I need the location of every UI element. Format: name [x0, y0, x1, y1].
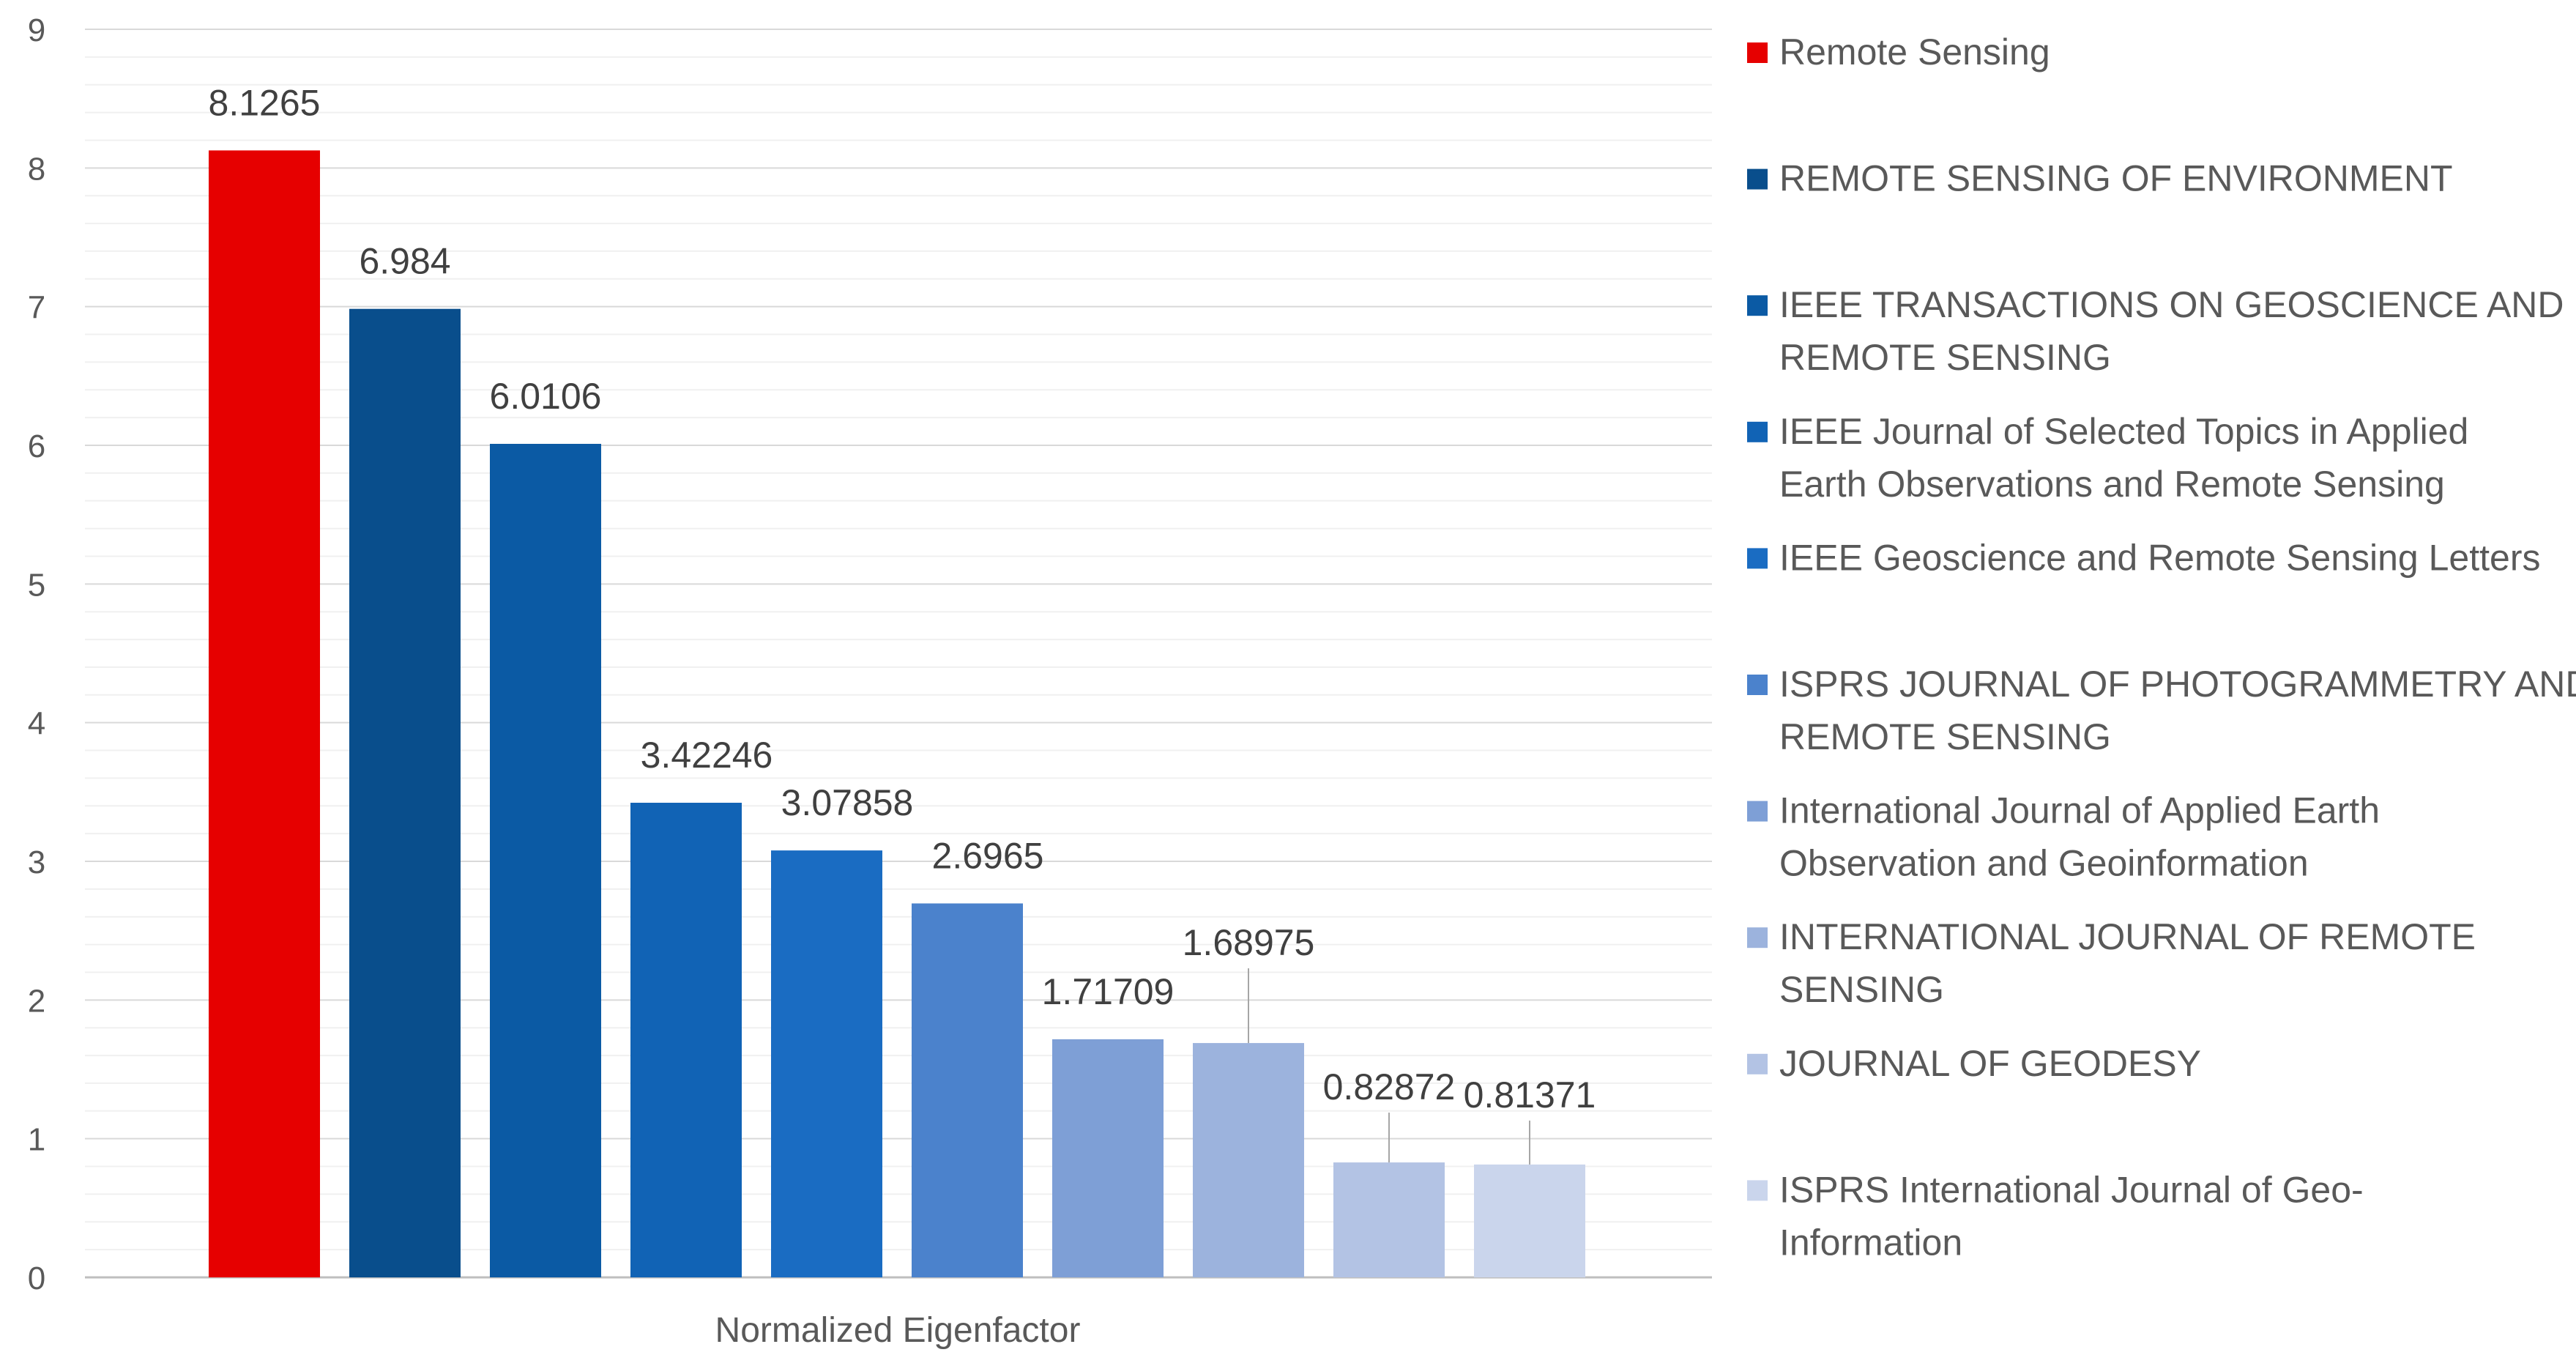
data-label: 1.71709	[1042, 971, 1175, 1012]
legend-label: Remote Sensing	[1779, 31, 2050, 73]
legend-swatch	[1747, 1053, 1768, 1074]
legend-label: ISPRS JOURNAL OF PHOTOGRAMMETRY AND REMOT…	[1779, 664, 2576, 757]
legend-swatch	[1747, 1180, 1768, 1201]
data-label: 8.1265	[209, 82, 321, 123]
y-tick-label: 9	[28, 12, 45, 48]
data-label: 2.6965	[932, 835, 1044, 876]
legend-item: ISPRS International Journal of Geo-Infor…	[1747, 1169, 2364, 1263]
legend-label: ISPRS International Journal of Geo-Infor…	[1779, 1169, 2364, 1263]
data-label: 0.82872	[1323, 1066, 1456, 1107]
y-tick-label: 6	[28, 428, 45, 464]
legend-label: IEEE Geoscience and Remote Sensing Lette…	[1779, 537, 2540, 578]
bars	[209, 150, 1585, 1277]
y-tick-label: 4	[28, 706, 45, 742]
legend-swatch	[1747, 421, 1768, 442]
legend-item: International Journal of Applied Earth Ob…	[1747, 790, 2380, 884]
legend-swatch	[1747, 42, 1768, 63]
legend-item: IEEE Geoscience and Remote Sensing Lette…	[1747, 537, 2540, 578]
y-tick-label: 7	[28, 290, 45, 326]
y-tick-label: 0	[28, 1261, 45, 1296]
y-tick-label: 1	[28, 1122, 45, 1158]
legend-item: REMOTE SENSING OF ENVIRONMENT	[1747, 158, 2453, 199]
y-tick-label: 3	[28, 844, 45, 880]
legend-swatch	[1747, 675, 1768, 695]
bar	[209, 150, 320, 1277]
legend-item: ISPRS JOURNAL OF PHOTOGRAMMETRY AND REMOT…	[1747, 664, 2576, 757]
legend: Remote Sensing REMOTE SENSING OF ENVIRONM…	[1747, 31, 2576, 1263]
legend-label: International Journal of Applied Earth Ob…	[1779, 790, 2380, 884]
legend-label: REMOTE SENSING OF ENVIRONMENT	[1779, 158, 2453, 199]
bar	[490, 443, 601, 1277]
bar	[1052, 1039, 1164, 1277]
legend-label: IEEE Journal of Selected Topics in Appli…	[1779, 411, 2468, 505]
legend-label: INTERNATIONAL JOURNAL OF REMOTE SENSING	[1779, 916, 2476, 1010]
bar	[1333, 1162, 1445, 1277]
bar	[630, 803, 742, 1277]
legend-item: INTERNATIONAL JOURNAL OF REMOTE SENSING	[1747, 916, 2476, 1010]
bar	[1474, 1164, 1585, 1277]
legend-swatch	[1747, 801, 1768, 822]
bar	[1193, 1043, 1304, 1277]
x-category-label: Normalized Eigenfactor	[715, 1311, 1081, 1350]
data-label: 0.81371	[1464, 1074, 1596, 1115]
legend-item: IEEE Journal of Selected Topics in Appli…	[1747, 411, 2468, 505]
legend-item: IEEE TRANSACTIONS ON GEOSCIENCE AND REMOT…	[1747, 284, 2564, 378]
legend-label: JOURNAL OF GEODESY	[1779, 1043, 2201, 1084]
legend-label: IEEE TRANSACTIONS ON GEOSCIENCE AND REMOT…	[1779, 284, 2564, 378]
bar	[349, 308, 461, 1277]
legend-swatch	[1747, 295, 1768, 316]
bar	[912, 903, 1023, 1277]
data-label: 1.68975	[1183, 922, 1315, 963]
y-tick-label: 5	[28, 567, 45, 603]
y-axis: 0 1 2 3 4 5 6 7 8 9	[28, 12, 45, 1296]
y-tick-label: 8	[28, 151, 45, 187]
data-label: 3.42246	[641, 735, 773, 776]
legend-item: Remote Sensing	[1747, 31, 2050, 73]
legend-item: JOURNAL OF GEODESY	[1747, 1043, 2201, 1084]
legend-swatch	[1747, 927, 1768, 948]
data-label: 3.07858	[781, 782, 914, 823]
legend-swatch	[1747, 548, 1768, 569]
y-tick-label: 2	[28, 983, 45, 1019]
data-label: 6.984	[359, 241, 450, 282]
x-axis: Normalized Eigenfactor	[715, 1311, 1081, 1350]
bar	[771, 850, 882, 1277]
data-label: 6.0106	[490, 376, 602, 417]
legend-swatch	[1747, 168, 1768, 190]
